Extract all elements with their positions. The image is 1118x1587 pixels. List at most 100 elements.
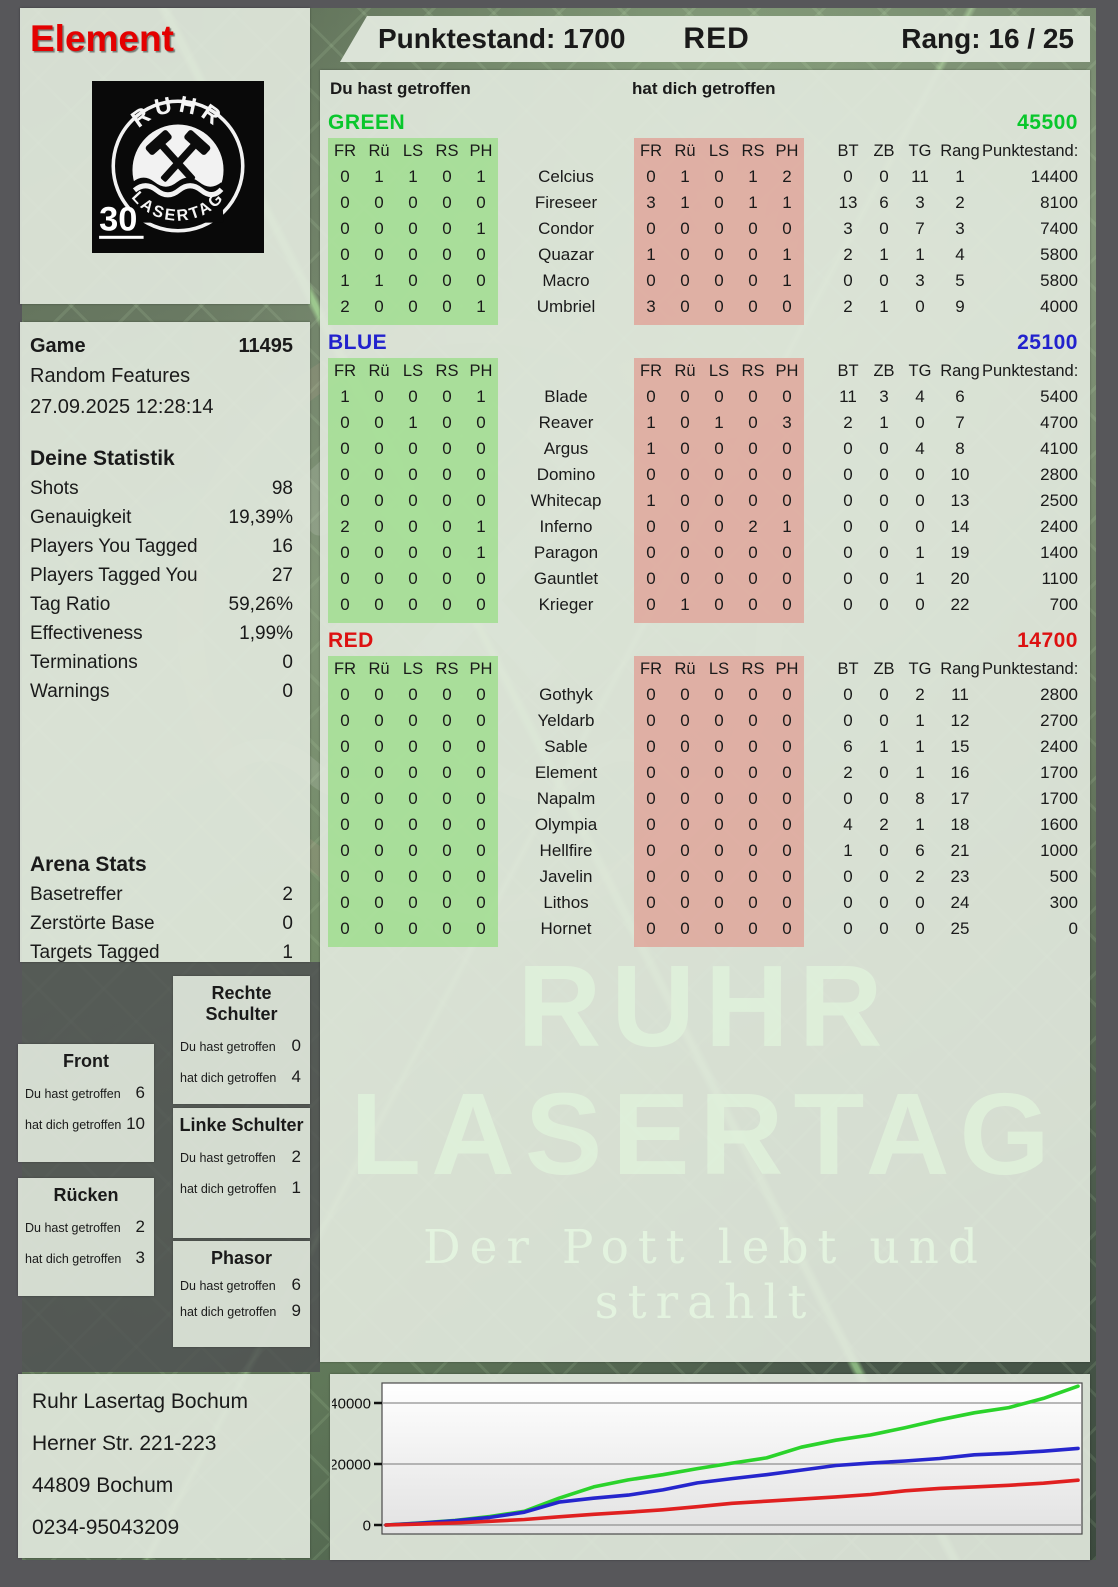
punktestand-cell: 2800 xyxy=(1040,465,1078,484)
stat-cell: 2 xyxy=(843,297,853,316)
you-hit-cell: 0 xyxy=(340,867,350,886)
punktestand-cell: 1600 xyxy=(1040,815,1078,834)
them-hit-cell: 0 xyxy=(748,569,758,588)
them-hit-cell: 1 xyxy=(714,413,724,432)
stat-label: Warnings xyxy=(30,681,110,702)
you-hit-cell: 0 xyxy=(476,763,486,782)
player-name-cell: Gothyk xyxy=(539,685,593,704)
you-hit-cell: 0 xyxy=(442,245,452,264)
team-title-row: BLUE 25100 xyxy=(320,328,1090,358)
punktestand-cell: 4700 xyxy=(1040,413,1078,432)
you-hit-cell: 1 xyxy=(408,167,418,186)
stat-cell: 13 xyxy=(950,491,970,510)
stat-cell: 0 xyxy=(915,297,925,316)
you-hit-cell: 0 xyxy=(374,789,384,808)
stat-cell: 0 xyxy=(843,789,853,808)
them-hit-cell: 0 xyxy=(748,711,758,730)
them-hit-cell: 0 xyxy=(680,465,690,484)
them-hit-cell: 0 xyxy=(782,569,792,588)
player-name-cell: Fireseer xyxy=(534,193,598,212)
them-hit-block-underlay xyxy=(634,656,804,947)
stat-col-header: BT xyxy=(837,659,859,678)
them-hit-cell: 0 xyxy=(782,867,792,886)
stat-cell: 0 xyxy=(879,491,889,510)
them-hit-cell: 0 xyxy=(782,685,792,704)
them-hit-cell: 0 xyxy=(782,595,792,614)
watermark-slogan: Der Pott lebt und strahlt xyxy=(422,1220,988,1330)
punktestand-cell: 2500 xyxy=(1040,491,1078,510)
them-hit-col-header: RS xyxy=(741,659,765,678)
stat-cell: 0 xyxy=(915,893,925,912)
player-row: 0 0 0 0 0 Sable 0 0 0 0 0 6 1 1 15 2400 xyxy=(320,734,1090,760)
you-hit-col-header: LS xyxy=(402,659,424,678)
you-hit-cell: 0 xyxy=(408,737,418,756)
team-total-score: 25100 xyxy=(1017,331,1078,354)
them-hit-cell: 0 xyxy=(748,465,758,484)
player-row: 0 0 0 0 0 Hellfire 0 0 0 0 0 1 0 6 21 1000 xyxy=(320,838,1090,864)
them-hit-cell: 0 xyxy=(714,867,724,886)
hitzone-title: Linke Schulter xyxy=(179,1115,304,1135)
them-hit-col-header: RS xyxy=(741,141,765,160)
you-hit-cell: 1 xyxy=(476,387,486,406)
them-hit-cell: 0 xyxy=(680,763,690,782)
you-hit-cell: 0 xyxy=(374,245,384,264)
you-hit-cell: 1 xyxy=(340,271,350,290)
them-hit-cell: 2 xyxy=(748,517,758,536)
stat-cell: 12 xyxy=(950,711,970,730)
stat-cell: 0 xyxy=(879,763,889,782)
player-name-cell: Hellfire xyxy=(539,841,593,860)
them-hit-cell: 0 xyxy=(680,737,690,756)
punktestand-col-header: Punktestand: xyxy=(982,141,1079,160)
player-row: 2 0 0 0 1 Inferno 0 0 0 2 1 0 0 0 14 2400 xyxy=(320,514,1090,540)
stat-cell: 0 xyxy=(879,685,889,704)
them-hit-cell: 0 xyxy=(782,841,792,860)
them-hit-cell: 0 xyxy=(748,919,758,938)
stat-label: Players You Tagged xyxy=(30,536,198,557)
them-hit-col-header: Rü xyxy=(674,141,696,160)
you-hit-cell: 0 xyxy=(442,439,452,458)
hitzone-du-label: Du hast getroffen xyxy=(25,1221,121,1235)
stat-cell: 0 xyxy=(879,439,889,458)
watermark-lasertag: LASERTAG xyxy=(350,1069,1060,1199)
stat-cell: 2 xyxy=(955,193,965,212)
you-hit-cell: 0 xyxy=(442,297,452,316)
player-row: 2 0 0 0 1 Umbriel 3 0 0 0 0 2 1 0 9 4000 xyxy=(320,294,1090,320)
you-hit-cell: 0 xyxy=(442,193,452,212)
you-hit-cell: 0 xyxy=(408,595,418,614)
team-total-score: 14700 xyxy=(1017,629,1078,652)
stat-col-header: TG xyxy=(908,141,932,160)
stat-cell: 0 xyxy=(915,595,925,614)
you-hit-cell: 0 xyxy=(476,595,486,614)
team-name: GREEN xyxy=(328,111,406,134)
stat-cell: 25 xyxy=(950,919,970,938)
punktestand-cell: 8100 xyxy=(1040,193,1078,212)
y-axis-tick-label: 20000 xyxy=(332,1457,371,1474)
hitzone-title: Rücken xyxy=(53,1185,119,1205)
ruhr-lasertag-logo: RUHR LASERTAG 30 xyxy=(92,81,264,253)
them-hit-cell: 0 xyxy=(680,271,690,290)
them-hit-cell: 0 xyxy=(782,219,792,238)
you-hit-cell: 0 xyxy=(442,595,452,614)
table-header-row: FR Rü LS RS PH FR Rü LS RS PH BT ZB TG Rang Punktestan… xyxy=(320,358,1090,384)
them-hit-cell: 0 xyxy=(680,439,690,458)
player-row: 0 0 0 0 0 Yeldarb 0 0 0 0 0 0 0 1 12 2700 xyxy=(320,708,1090,734)
them-hit-cell: 0 xyxy=(748,387,758,406)
stat-cell: 0 xyxy=(843,685,853,704)
team-section-green: GREEN 45500 FR Rü LS RS PH FR Rü LS RS PH BT ZB TG Rang… xyxy=(320,108,1090,325)
them-hit-cell: 0 xyxy=(680,919,690,938)
hat-dich-getroffen-header: hat dich getroffen xyxy=(632,79,776,98)
stat-col-header: ZB xyxy=(873,361,895,380)
stat-cell: 0 xyxy=(879,569,889,588)
hitzone-box-ruecken: Rücken Du hast getroffen 2 hat dich getro… xyxy=(18,1178,154,1296)
header-rang: Rang: 16 / 25 xyxy=(901,23,1074,54)
punktestand-cell: 7400 xyxy=(1040,219,1078,238)
them-hit-cell: 0 xyxy=(714,685,724,704)
you-hit-cell: 2 xyxy=(340,297,350,316)
them-hit-cell: 0 xyxy=(782,789,792,808)
team-table: FR Rü LS RS PH FR Rü LS RS PH BT ZB TG Rang Punktestan… xyxy=(320,138,1090,325)
stat-cell: 6 xyxy=(843,737,853,756)
header-team: RED xyxy=(683,22,750,55)
them-hit-cell: 0 xyxy=(748,789,758,808)
player-name-cell: Reaver xyxy=(538,413,594,432)
plot-area xyxy=(381,1382,1083,1535)
